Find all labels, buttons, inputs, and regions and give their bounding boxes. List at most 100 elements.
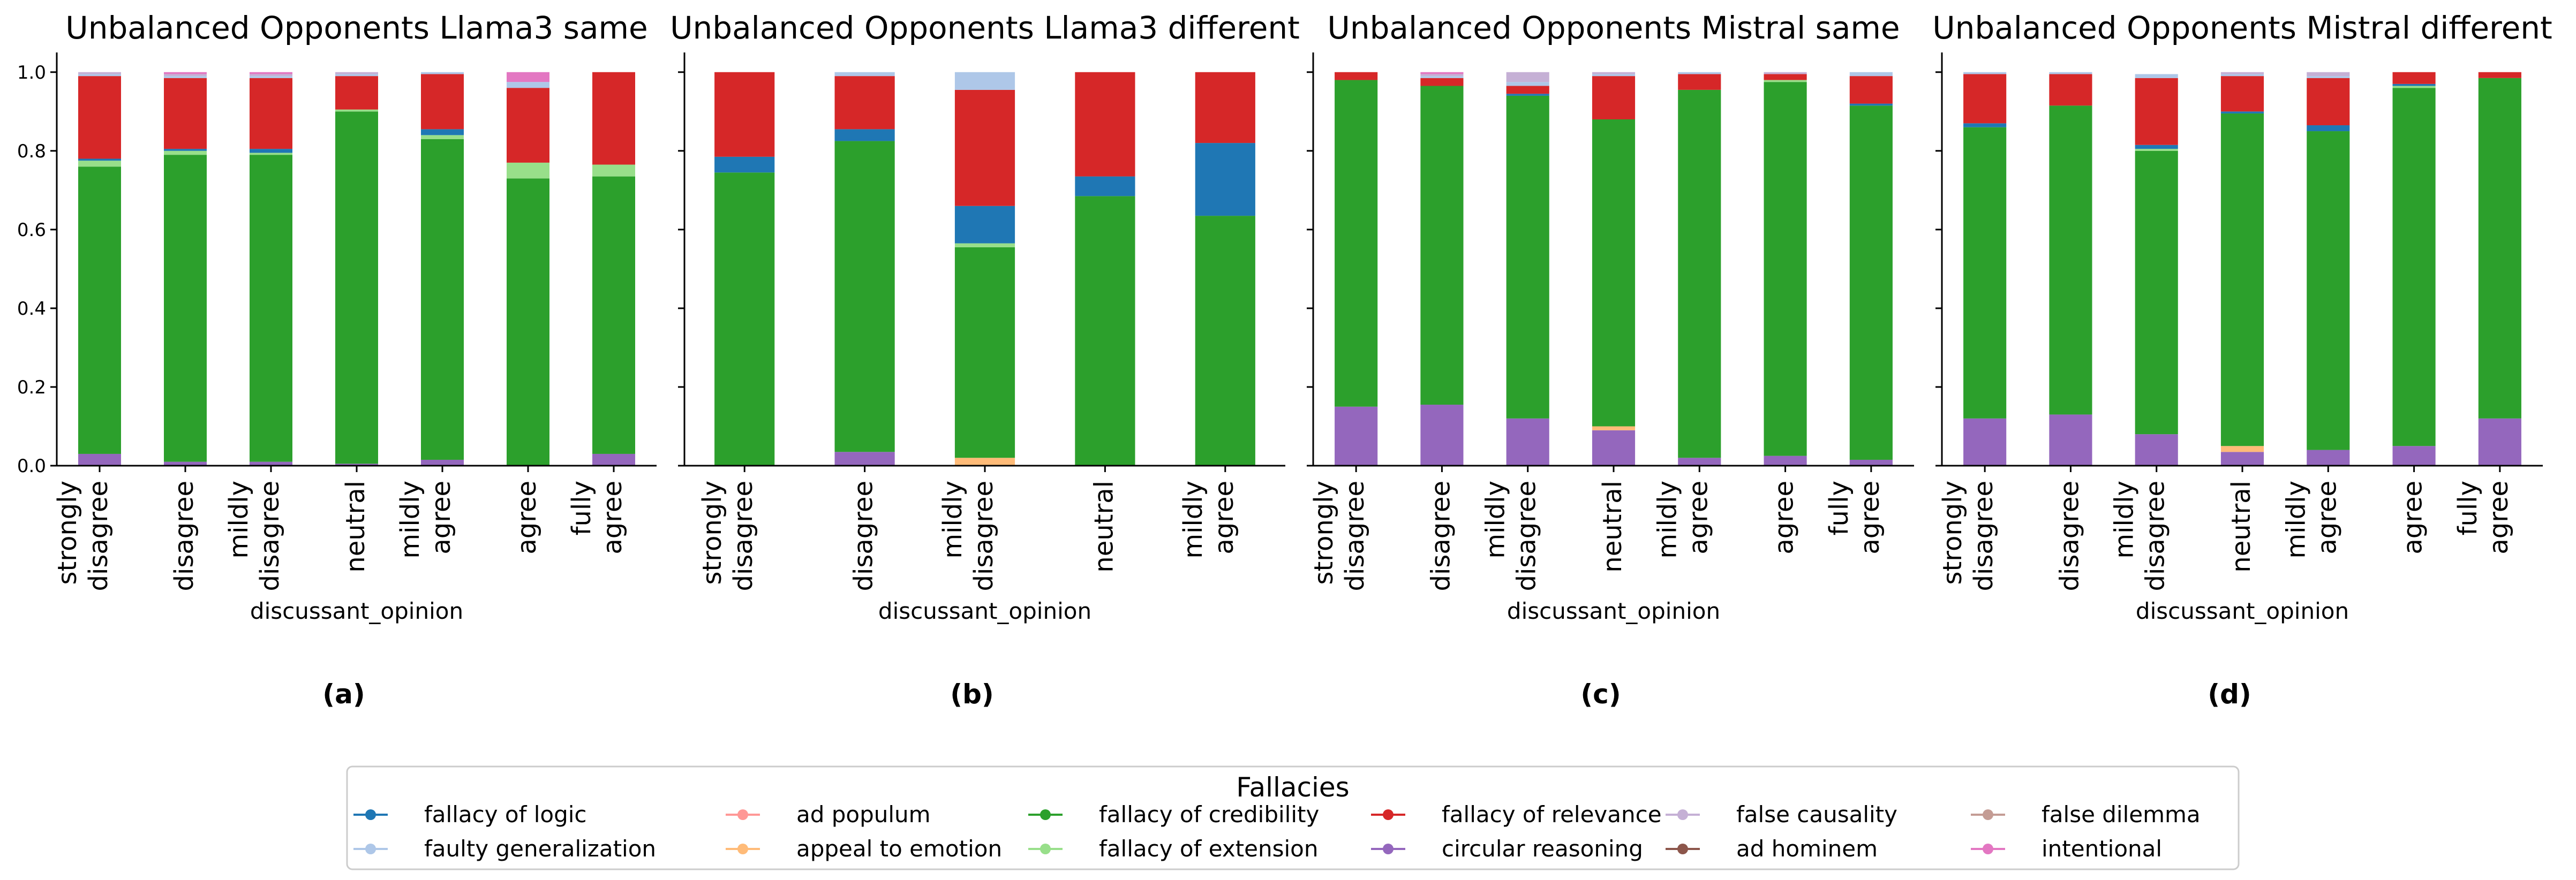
bar-segment xyxy=(834,452,895,466)
bar-segment xyxy=(1849,105,1893,460)
bar-segment xyxy=(2135,150,2178,435)
x-tick-label-line: agree xyxy=(598,481,628,555)
x-tick-label-line: fully xyxy=(567,481,597,535)
bar-segment xyxy=(1849,103,1893,106)
legend-label: ad hominem xyxy=(1736,836,1878,862)
x-tick-label-line: mildly xyxy=(2281,481,2311,559)
x-tick-label-line: agree xyxy=(1769,481,1799,555)
legend-label: fallacy of extension xyxy=(1099,836,1318,862)
bar-segment xyxy=(954,89,1015,206)
bar-segment xyxy=(1764,82,1807,456)
bar-segment xyxy=(2392,88,2436,446)
x-tick-label-line: neutral xyxy=(2226,481,2256,573)
legend-entry: fallacy of extension xyxy=(1028,836,1318,862)
bar-segment xyxy=(164,149,207,151)
panel-title: Unbalanced Opponents Mistral same xyxy=(1327,10,1900,46)
legend-entry: appeal to emotion xyxy=(726,836,1002,862)
y-tick-label: 0.0 xyxy=(17,456,46,477)
bar-segment xyxy=(164,155,207,462)
x-tick-label: fullyagree xyxy=(2453,481,2514,555)
legend-label: faulty generalization xyxy=(424,836,656,862)
panel-title: Unbalanced Opponents Llama3 different xyxy=(670,10,1300,46)
x-tick-label: stronglydisagree xyxy=(1309,481,1370,591)
legend-dot-marker xyxy=(365,844,376,854)
bar-segment xyxy=(1420,76,1464,78)
x-tick-label-line: disagree xyxy=(2054,481,2084,591)
bar-segment xyxy=(1506,82,1549,86)
bar-segment xyxy=(592,164,635,177)
x-tick-label-line: agree xyxy=(2484,481,2514,555)
bar-segment xyxy=(1592,119,1636,427)
legend-entry: fallacy of relevance xyxy=(1371,801,1662,828)
bar-segment xyxy=(954,72,1015,90)
legend-frame xyxy=(346,765,2240,870)
x-tick-label: neutral xyxy=(1598,481,1628,573)
x-tick-label-line: mildly xyxy=(395,481,425,559)
x-tick-label: disagree xyxy=(1426,481,1456,591)
bar-segment xyxy=(954,458,1015,466)
bar-segment xyxy=(2049,74,2092,106)
bar-segment xyxy=(164,461,207,466)
bar-segment xyxy=(1963,72,2007,74)
x-tick-label-line: agree xyxy=(1855,481,1885,555)
legend-label: fallacy of relevance xyxy=(1442,801,1662,828)
legend-entry: circular reasoning xyxy=(1371,836,1643,862)
x-tick-label-line: disagree xyxy=(1512,481,1542,591)
bar-segment xyxy=(2220,113,2264,446)
bar-segment xyxy=(2307,131,2350,450)
x-tick-label: neutral xyxy=(1089,481,1119,573)
bar-segment xyxy=(954,247,1015,458)
x-tick-label: fullyagree xyxy=(567,481,628,555)
bar-segment xyxy=(507,162,549,179)
bar-segment xyxy=(1678,72,1721,74)
bars xyxy=(714,72,1255,466)
legend-dot-marker xyxy=(365,809,376,820)
x-tick-label-line: mildly xyxy=(1481,481,1511,559)
bar-segment xyxy=(421,72,464,74)
bar-segment xyxy=(1764,74,1807,80)
legend-dot-marker xyxy=(737,844,748,854)
legend-label: fallacy of credibility xyxy=(1099,801,1319,828)
x-tick-label-line: disagree xyxy=(84,481,114,591)
x-tick-label-line: disagree xyxy=(969,481,999,591)
y-tick-label: 0.6 xyxy=(17,219,46,241)
x-tick-label: neutral xyxy=(341,481,371,573)
bars xyxy=(78,72,635,466)
legend-label: circular reasoning xyxy=(1442,836,1643,862)
legend-entry: false causality xyxy=(1666,801,1897,828)
bar-segment xyxy=(250,153,292,155)
bar-segment xyxy=(2392,72,2436,84)
panel-4: Unbalanced Opponents Mistral different st… xyxy=(1932,10,2552,710)
bar-segment xyxy=(1420,78,1464,86)
legend-label: intentional xyxy=(2042,836,2162,862)
legend-dot-marker xyxy=(1983,844,1993,854)
legend-label: appeal to emotion xyxy=(796,836,1002,862)
x-tick-label-line: agree xyxy=(2312,481,2342,555)
x-tick-label: disagree xyxy=(849,481,879,591)
bar-segment xyxy=(1506,418,1549,466)
x-tick-label: disagree xyxy=(169,481,199,591)
bar-segment xyxy=(78,166,121,454)
bars xyxy=(1963,72,2521,466)
legend-dot-marker xyxy=(1677,844,1688,854)
x-tick-label: agree xyxy=(512,481,542,555)
x-tick-label: mildlyagree xyxy=(2281,481,2342,559)
bar-segment xyxy=(1075,176,1135,196)
panel-1: Unbalanced Opponents Llama3 same strongly… xyxy=(17,10,657,710)
bar-segment xyxy=(2392,84,2436,86)
bar-segment xyxy=(1335,406,1378,466)
legend-dot-marker xyxy=(1677,809,1688,820)
bar-segment xyxy=(164,74,207,77)
bar-segment xyxy=(507,88,549,163)
x-tick-label: agree xyxy=(1769,481,1799,555)
legend-entry: fallacy of logic xyxy=(353,801,587,828)
legend-entries: fallacy of logic faulty generalization ad … xyxy=(353,801,2201,862)
x-tick-label: fullyagree xyxy=(1824,481,1885,555)
bar-segment xyxy=(335,72,378,74)
chart-panels: Unbalanced Opponents Llama3 same strongly… xyxy=(17,10,2552,710)
x-tick-label-line: disagree xyxy=(1340,481,1370,591)
panel-title: Unbalanced Opponents Mistral different xyxy=(1932,10,2552,46)
bar-segment xyxy=(335,76,378,110)
x-tick-label-line: strongly xyxy=(697,481,727,585)
bar-segment xyxy=(2135,434,2178,466)
